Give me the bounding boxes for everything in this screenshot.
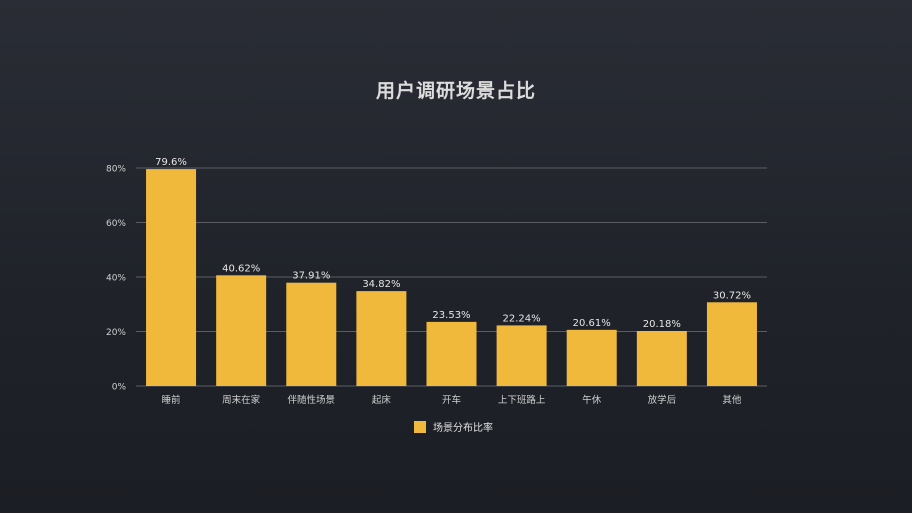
x-tick-label: 起床	[372, 394, 392, 406]
y-axis-ticks: 0% 20% 40% 60% 80%	[106, 165, 126, 393]
bar[interactable]	[426, 321, 477, 386]
y-tick-label: 0%	[112, 383, 127, 393]
x-tick-label: 上下班路上	[498, 394, 546, 406]
x-tick-label: 午休	[582, 394, 602, 406]
data-label: 20.61%	[573, 318, 611, 329]
y-tick-label: 20%	[106, 328, 126, 338]
legend-label: 场景分布比率	[433, 423, 493, 434]
data-label: 79.6%	[155, 157, 187, 168]
bar[interactable]	[496, 325, 547, 386]
data-label: 34.82%	[362, 279, 400, 290]
x-tick-label: 伴随性场景	[288, 394, 336, 406]
bar[interactable]	[706, 302, 757, 386]
legend[interactable]: 场景分布比率	[414, 419, 493, 434]
data-label: 40.62%	[222, 263, 260, 274]
y-tick-label: 60%	[106, 219, 126, 229]
bar[interactable]	[566, 329, 617, 386]
data-label: 22.24%	[503, 313, 541, 324]
x-axis-ticks: 睡前 周末在家 伴随性场景 起床 开车 上下班路上 午休 放学后 其他	[162, 394, 742, 406]
y-tick-label: 80%	[106, 165, 126, 175]
data-label: 20.18%	[643, 319, 681, 330]
y-tick-label: 40%	[106, 274, 126, 284]
x-tick-label: 放学后	[648, 394, 677, 406]
bar[interactable]	[636, 331, 687, 386]
chart-title: 用户调研场景占比	[375, 80, 536, 102]
bar[interactable]	[216, 275, 267, 386]
data-labels: 79.6% 40.62% 37.91% 34.82% 23.53% 22.24% 20.61…	[155, 157, 751, 330]
bars	[146, 169, 757, 386]
data-label: 37.91%	[292, 271, 330, 282]
bar[interactable]	[356, 291, 407, 386]
bar[interactable]	[146, 169, 197, 386]
x-tick-label: 周末在家	[222, 394, 261, 406]
x-tick-label: 其他	[722, 394, 742, 406]
data-label: 23.53%	[432, 310, 470, 321]
data-label: 30.72%	[713, 290, 751, 301]
bar[interactable]	[286, 282, 337, 386]
x-tick-label: 开车	[442, 394, 461, 406]
x-tick-label: 睡前	[162, 394, 181, 406]
legend-swatch	[414, 420, 426, 433]
